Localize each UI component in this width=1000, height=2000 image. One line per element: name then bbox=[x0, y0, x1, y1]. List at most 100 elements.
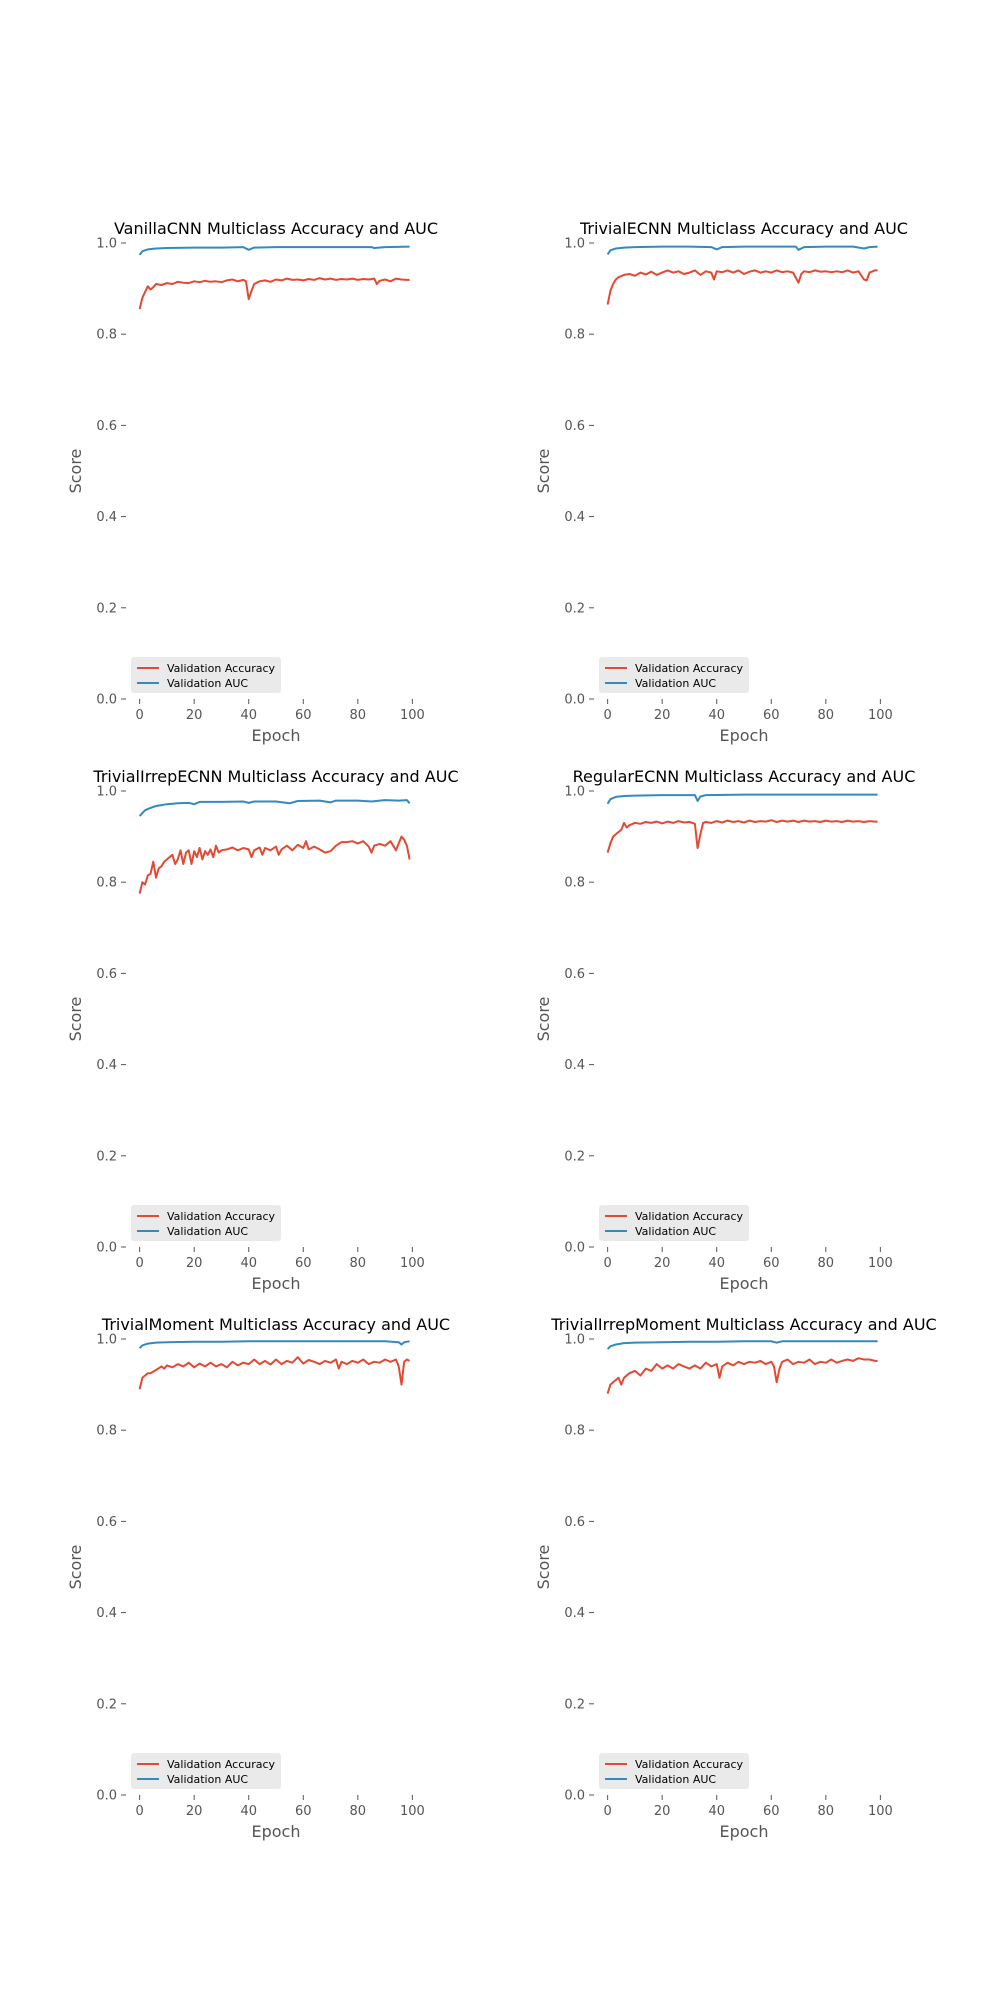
x-axis-label: Epoch bbox=[720, 1274, 769, 1293]
y-tick-label: 0.4 bbox=[564, 510, 585, 525]
series-line-validation-auc bbox=[606, 793, 878, 805]
y-tick-label: 1.0 bbox=[564, 785, 585, 800]
y-tick-label: 0.2 bbox=[96, 1697, 117, 1712]
series-line-validation-accuracy bbox=[606, 819, 878, 853]
chart-panel-2: TrivialECNN Multiclass Accuracy and AUC 0… bbox=[534, 219, 908, 745]
x-axis-label: Epoch bbox=[252, 726, 301, 745]
x-tick-label: 100 bbox=[400, 1804, 425, 1819]
series-line-validation-accuracy bbox=[606, 269, 878, 305]
x-tick-label: 80 bbox=[818, 1256, 835, 1271]
x-tick-label: 60 bbox=[295, 708, 312, 723]
y-tick-label: 0.4 bbox=[96, 510, 117, 525]
legend: Validation Accuracy Validation AUC bbox=[131, 657, 281, 693]
y-tick-label: 0.4 bbox=[564, 1058, 585, 1073]
y-tick-label: 0.8 bbox=[564, 876, 585, 891]
chart-title: VanillaCNN Multiclass Accuracy and AUC bbox=[114, 219, 438, 238]
y-tick-label: 0.8 bbox=[564, 328, 585, 343]
y-tick-label: 0.6 bbox=[96, 967, 117, 982]
x-tick-label: 20 bbox=[186, 708, 203, 723]
x-tick-label: 100 bbox=[400, 1256, 425, 1271]
legend-label: Validation Accuracy bbox=[635, 1758, 744, 1771]
x-axis-label: Epoch bbox=[252, 1274, 301, 1293]
legend: Validation Accuracy Validation AUC bbox=[599, 1753, 749, 1789]
x-tick-label: 80 bbox=[818, 708, 835, 723]
y-axis-label: Score bbox=[66, 449, 85, 494]
legend-label: Validation Accuracy bbox=[635, 1210, 744, 1223]
y-tick-label: 0.6 bbox=[564, 967, 585, 982]
y-axis-label: Score bbox=[534, 997, 553, 1042]
chart-title: RegularECNN Multiclass Accuracy and AUC bbox=[573, 767, 916, 786]
y-tick-label: 0.6 bbox=[564, 419, 585, 434]
series-line-validation-accuracy bbox=[606, 1357, 878, 1394]
y-tick-label: 0.2 bbox=[564, 601, 585, 616]
series-line-validation-auc bbox=[138, 245, 410, 256]
series-line-validation-auc bbox=[606, 1340, 878, 1350]
x-tick-label: 80 bbox=[350, 708, 367, 723]
x-tick-label: 40 bbox=[240, 1804, 257, 1819]
y-tick-label: 0.0 bbox=[96, 1241, 117, 1256]
y-tick-label: 0.4 bbox=[96, 1058, 117, 1073]
chart-title: TrivialMoment Multiclass Accuracy and AU… bbox=[101, 1315, 450, 1334]
series-line-validation-auc bbox=[138, 1340, 410, 1349]
x-tick-label: 20 bbox=[654, 1256, 671, 1271]
y-tick-label: 0.4 bbox=[96, 1606, 117, 1621]
y-tick-label: 1.0 bbox=[96, 237, 117, 252]
x-tick-label: 100 bbox=[868, 708, 893, 723]
x-tick-label: 80 bbox=[350, 1256, 367, 1271]
legend-box bbox=[131, 1753, 281, 1789]
legend-label: Validation AUC bbox=[167, 1773, 248, 1786]
x-tick-label: 100 bbox=[868, 1256, 893, 1271]
legend-label: Validation AUC bbox=[635, 677, 716, 690]
x-tick-label: 40 bbox=[708, 1256, 725, 1271]
x-tick-label: 40 bbox=[240, 1256, 257, 1271]
y-tick-label: 1.0 bbox=[564, 1333, 585, 1348]
x-tick-label: 20 bbox=[186, 1804, 203, 1819]
legend-box bbox=[131, 1205, 281, 1241]
y-tick-label: 0.0 bbox=[96, 693, 117, 708]
x-axis-label: Epoch bbox=[720, 1822, 769, 1841]
y-tick-label: 0.4 bbox=[564, 1606, 585, 1621]
y-axis-label: Score bbox=[534, 1545, 553, 1590]
x-tick-label: 80 bbox=[818, 1804, 835, 1819]
y-tick-label: 0.0 bbox=[564, 1241, 585, 1256]
legend-label: Validation Accuracy bbox=[167, 1210, 276, 1223]
x-tick-label: 0 bbox=[135, 708, 143, 723]
chart-title: TrivialECNN Multiclass Accuracy and AUC bbox=[579, 219, 908, 238]
x-tick-label: 60 bbox=[763, 1256, 780, 1271]
legend-label: Validation AUC bbox=[167, 1225, 248, 1238]
series-line-validation-accuracy bbox=[138, 835, 411, 894]
x-tick-label: 60 bbox=[763, 1804, 780, 1819]
x-tick-label: 0 bbox=[603, 1804, 611, 1819]
y-axis-label: Score bbox=[66, 997, 85, 1042]
legend: Validation Accuracy Validation AUC bbox=[599, 657, 749, 693]
legend-box bbox=[131, 657, 281, 693]
y-tick-label: 0.6 bbox=[96, 419, 117, 434]
y-axis-label: Score bbox=[534, 449, 553, 494]
chart-panel-1: VanillaCNN Multiclass Accuracy and AUC 0.… bbox=[66, 219, 438, 745]
series-line-validation-accuracy bbox=[138, 277, 410, 310]
series-line-validation-auc bbox=[138, 799, 411, 817]
chart-panel-6: TrivialIrrepMoment Multiclass Accuracy a… bbox=[534, 1315, 937, 1841]
y-tick-label: 0.2 bbox=[96, 601, 117, 616]
chart-panel-4: RegularECNN Multiclass Accuracy and AUC 0… bbox=[534, 767, 915, 1293]
legend-label: Validation AUC bbox=[635, 1225, 716, 1238]
y-axis-label: Score bbox=[66, 1545, 85, 1590]
legend-label: Validation Accuracy bbox=[167, 1758, 276, 1771]
x-axis-label: Epoch bbox=[252, 1822, 301, 1841]
x-tick-label: 20 bbox=[654, 1804, 671, 1819]
legend-label: Validation AUC bbox=[635, 1773, 716, 1786]
y-tick-label: 1.0 bbox=[96, 1333, 117, 1348]
x-tick-label: 0 bbox=[603, 1256, 611, 1271]
x-tick-label: 20 bbox=[186, 1256, 203, 1271]
y-tick-label: 0.8 bbox=[96, 328, 117, 343]
legend-box bbox=[599, 1205, 749, 1241]
legend-label: Validation Accuracy bbox=[167, 662, 276, 675]
x-tick-label: 100 bbox=[400, 708, 425, 723]
legend-box bbox=[599, 1753, 749, 1789]
y-tick-label: 0.6 bbox=[96, 1515, 117, 1530]
legend-label: Validation Accuracy bbox=[635, 662, 744, 675]
x-tick-label: 80 bbox=[350, 1804, 367, 1819]
y-tick-label: 0.0 bbox=[564, 1789, 585, 1804]
chart-title: TrivialIrrepECNN Multiclass Accuracy and… bbox=[92, 767, 458, 786]
